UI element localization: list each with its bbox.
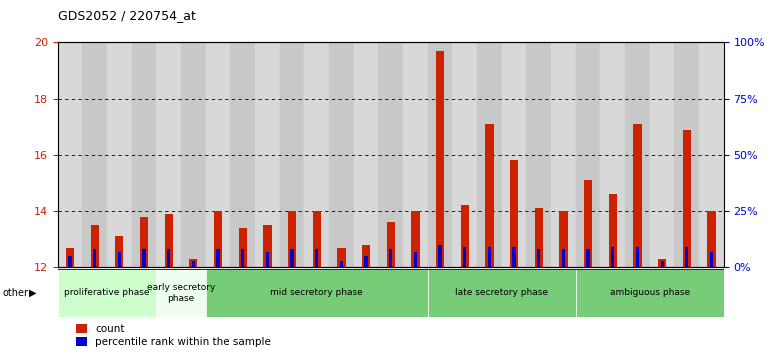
Text: late secretory phase: late secretory phase: [455, 289, 548, 297]
Bar: [485, 124, 494, 267]
Bar: [675, 42, 699, 267]
Bar: [230, 42, 255, 267]
Bar: [477, 42, 502, 267]
Bar: [438, 245, 442, 267]
Bar: [140, 217, 148, 267]
Bar: [537, 249, 541, 267]
Bar: [142, 249, 146, 267]
Bar: [636, 247, 639, 267]
Bar: [263, 225, 272, 267]
Text: ▶: ▶: [29, 288, 37, 298]
Bar: [337, 247, 346, 267]
Bar: [290, 249, 293, 267]
Bar: [69, 256, 72, 267]
Bar: [241, 249, 244, 267]
Bar: [313, 211, 321, 267]
Bar: [288, 211, 296, 267]
Bar: [559, 211, 567, 267]
Bar: [413, 252, 417, 267]
Bar: [192, 261, 195, 267]
Bar: [206, 269, 428, 317]
Bar: [93, 249, 96, 267]
Bar: [661, 261, 664, 267]
Bar: [428, 269, 576, 317]
Bar: [576, 42, 601, 267]
Bar: [576, 269, 724, 317]
Bar: [304, 42, 329, 267]
Bar: [403, 42, 428, 267]
Bar: [683, 130, 691, 267]
Bar: [534, 208, 543, 267]
Bar: [118, 252, 121, 267]
Bar: [353, 42, 378, 267]
Bar: [165, 214, 172, 267]
Bar: [609, 194, 617, 267]
Bar: [411, 211, 420, 267]
Bar: [266, 252, 269, 267]
Bar: [685, 247, 688, 267]
Bar: [502, 42, 527, 267]
Bar: [463, 247, 467, 267]
Text: GDS2052 / 220754_at: GDS2052 / 220754_at: [58, 9, 196, 22]
Text: mid secretory phase: mid secretory phase: [270, 289, 363, 297]
Bar: [132, 42, 156, 267]
Bar: [436, 51, 444, 267]
Bar: [513, 247, 516, 267]
Bar: [389, 249, 393, 267]
Bar: [340, 261, 343, 267]
Bar: [116, 236, 123, 267]
Bar: [82, 42, 107, 267]
Bar: [156, 269, 206, 317]
Bar: [510, 160, 518, 267]
Bar: [584, 180, 592, 267]
Text: early secretory
phase: early secretory phase: [147, 283, 216, 303]
Bar: [453, 42, 477, 267]
Bar: [634, 124, 641, 267]
Bar: [488, 247, 491, 267]
Bar: [91, 225, 99, 267]
Bar: [58, 42, 82, 267]
Bar: [527, 42, 551, 267]
Bar: [611, 247, 614, 267]
Text: ambiguous phase: ambiguous phase: [610, 289, 690, 297]
Bar: [156, 42, 181, 267]
Bar: [206, 42, 230, 267]
Legend: count, percentile rank within the sample: count, percentile rank within the sample: [76, 324, 271, 347]
Text: proliferative phase: proliferative phase: [65, 289, 150, 297]
Bar: [329, 42, 353, 267]
Bar: [214, 211, 223, 267]
Bar: [387, 222, 395, 267]
Bar: [551, 42, 576, 267]
Bar: [181, 42, 206, 267]
Bar: [255, 42, 280, 267]
Bar: [699, 42, 724, 267]
Bar: [315, 249, 319, 267]
Bar: [587, 249, 590, 267]
Bar: [239, 228, 247, 267]
Bar: [428, 42, 453, 267]
Bar: [460, 205, 469, 267]
Bar: [710, 252, 713, 267]
Bar: [658, 259, 666, 267]
Bar: [107, 42, 132, 267]
Bar: [189, 259, 197, 267]
Bar: [280, 42, 304, 267]
Bar: [562, 249, 565, 267]
Bar: [601, 42, 625, 267]
Bar: [66, 247, 74, 267]
Bar: [58, 269, 156, 317]
Bar: [167, 249, 170, 267]
Bar: [378, 42, 403, 267]
Bar: [364, 256, 368, 267]
Bar: [650, 42, 675, 267]
Bar: [216, 249, 219, 267]
Text: other: other: [2, 288, 28, 298]
Bar: [625, 42, 650, 267]
Bar: [708, 211, 715, 267]
Bar: [362, 245, 370, 267]
